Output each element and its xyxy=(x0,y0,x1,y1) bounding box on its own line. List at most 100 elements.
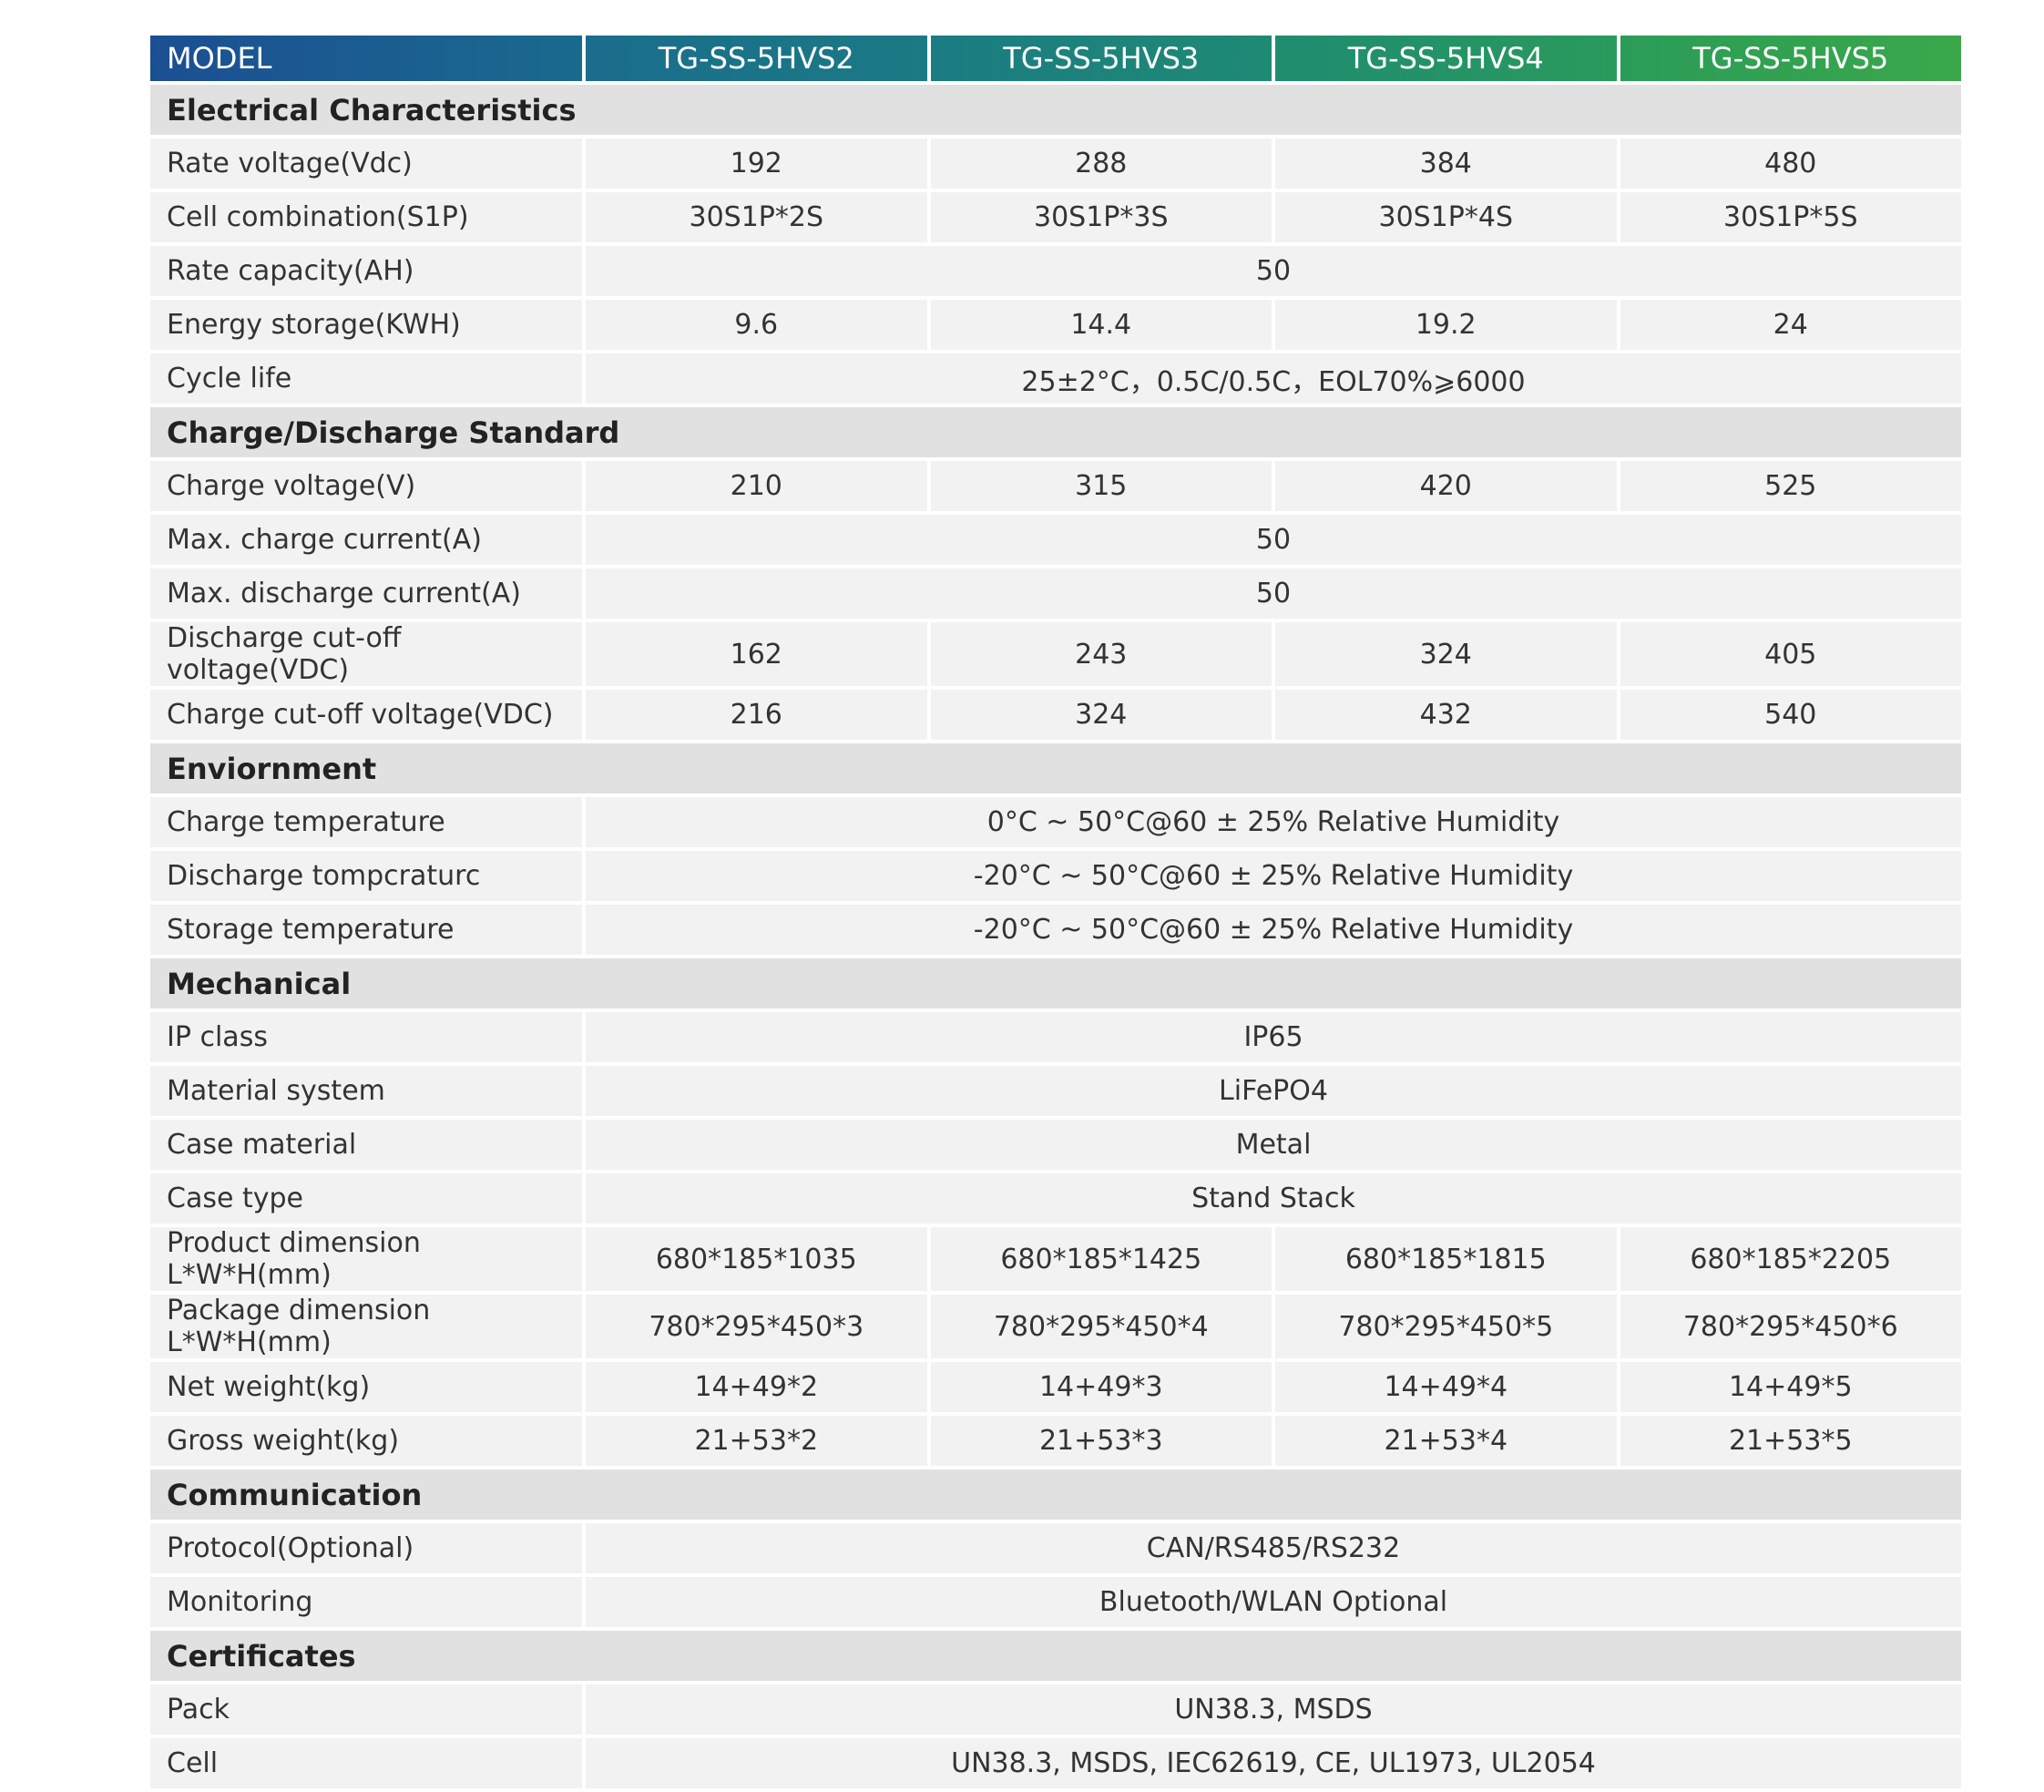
row-value: 14.4 xyxy=(930,300,1275,353)
table-row: Rate capacity(AH) 50 xyxy=(150,246,1965,300)
row-value: 288 xyxy=(930,138,1275,192)
table-row: Cycle life 25±2°C，0.5C/0.5C，EOL70%⩾6000 xyxy=(150,353,1965,407)
row-value: 14+49*3 xyxy=(930,1362,1275,1416)
table-row: Energy storage(KWH) 9.6 14.4 19.2 24 xyxy=(150,300,1965,353)
row-value: 780*295*450*6 xyxy=(1620,1295,1965,1362)
table-row: Package dimension L*W*H(mm) 780*295*450*3… xyxy=(150,1295,1965,1362)
row-label: Cell xyxy=(150,1738,586,1792)
row-value: 216 xyxy=(586,690,931,743)
table-row: Discharge cut-off voltage(VDC) 162 243 324 4… xyxy=(150,622,1965,690)
row-label: Charge temperature xyxy=(150,797,586,851)
section-title: Mechanical xyxy=(150,958,1965,1012)
row-label: Max. charge current(A) xyxy=(150,515,586,568)
row-value: 9.6 xyxy=(586,300,931,353)
section-title: Enviornment xyxy=(150,743,1965,797)
row-label: Product dimension L*W*H(mm) xyxy=(150,1227,586,1295)
row-value: 14+49*4 xyxy=(1275,1362,1620,1416)
row-value: UN38.3, MSDS, IEC62619, CE, UL1973, UL20… xyxy=(586,1738,1965,1792)
row-value: 0°C ~ 50°C@60 ± 25% Relative Humidity xyxy=(586,797,1965,851)
section-title: Communication xyxy=(150,1469,1965,1523)
row-value: LiFePO4 xyxy=(586,1066,1965,1120)
row-label: Material system xyxy=(150,1066,586,1120)
row-value: 30S1P*2S xyxy=(586,192,931,246)
row-value: 780*295*450*3 xyxy=(586,1295,931,1362)
header-cell: MODEL xyxy=(150,36,586,85)
row-value: Metal xyxy=(586,1120,1965,1173)
row-value: Stand Stack xyxy=(586,1173,1965,1227)
header-cell: TG-SS-5HVS4 xyxy=(1275,36,1620,85)
row-label: Cell combination(S1P) xyxy=(150,192,586,246)
row-value: Bluetooth/WLAN Optional xyxy=(586,1577,1965,1631)
row-value: 192 xyxy=(586,138,931,192)
row-value: 324 xyxy=(1275,622,1620,690)
page: {"header": {"model_label": "MODEL", "mod… xyxy=(150,36,1965,1792)
row-value: UN38.3, MSDS xyxy=(586,1684,1965,1738)
row-value: 780*295*450*4 xyxy=(930,1295,1275,1362)
row-value: 50 xyxy=(586,246,1965,300)
section-title: Charge/Discharge Standard xyxy=(150,407,1965,461)
row-label: Gross weight(kg) xyxy=(150,1416,586,1469)
row-value: 680*185*1425 xyxy=(930,1227,1275,1295)
row-value: 21+53*4 xyxy=(1275,1416,1620,1469)
row-value: 432 xyxy=(1275,690,1620,743)
row-value: -20°C ~ 50°C@60 ± 25% Relative Humidity xyxy=(586,905,1965,958)
row-value: 405 xyxy=(1620,622,1965,690)
row-label: Storage temperature xyxy=(150,905,586,958)
section-title: Certificates xyxy=(150,1631,1965,1684)
table-row: Max. charge current(A) 50 xyxy=(150,515,1965,568)
row-label: IP class xyxy=(150,1012,586,1066)
row-value: 384 xyxy=(1275,138,1620,192)
row-value: 14+49*2 xyxy=(586,1362,931,1416)
row-value: 243 xyxy=(930,622,1275,690)
table-row: Product dimension L*W*H(mm) 680*185*1035 6… xyxy=(150,1227,1965,1295)
row-label: Case type xyxy=(150,1173,586,1227)
row-value: 680*185*1815 xyxy=(1275,1227,1620,1295)
row-value: 324 xyxy=(930,690,1275,743)
header-cell: TG-SS-5HVS2 xyxy=(586,36,931,85)
table-row: Charge voltage(V) 210 315 420 525 xyxy=(150,461,1965,515)
table-row: Protocol(Optional) CAN/RS485/RS232 xyxy=(150,1523,1965,1577)
spec-table: MODEL TG-SS-5HVS2 TG-SS-5HVS3 TG-SS-5HVS4 TG… xyxy=(150,36,1965,1792)
table-row: Charge/Discharge Standard xyxy=(150,407,1965,461)
row-value: 680*185*2205 xyxy=(1620,1227,1965,1295)
row-value: CAN/RS485/RS232 xyxy=(586,1523,1965,1577)
section-title: Electrical Characteristics xyxy=(150,85,1965,138)
row-label: Monitoring xyxy=(150,1577,586,1631)
table-row: Cell combination(S1P) 30S1P*2S 30S1P*3S 30S… xyxy=(150,192,1965,246)
row-label: Package dimension L*W*H(mm) xyxy=(150,1295,586,1362)
row-value: 25±2°C，0.5C/0.5C，EOL70%⩾6000 xyxy=(586,353,1965,407)
row-value: 525 xyxy=(1620,461,1965,515)
row-value: 50 xyxy=(586,515,1965,568)
row-label: Pack xyxy=(150,1684,586,1738)
row-label: Discharge tompcraturc xyxy=(150,851,586,905)
row-value: 21+53*5 xyxy=(1620,1416,1965,1469)
row-label: Protocol(Optional) xyxy=(150,1523,586,1577)
table-row: Mechanical xyxy=(150,958,1965,1012)
row-label: Max. discharge current(A) xyxy=(150,568,586,622)
row-value: -20°C ~ 50°C@60 ± 25% Relative Humidity xyxy=(586,851,1965,905)
table-row: Max. discharge current(A) 50 xyxy=(150,568,1965,622)
table-row: Case material Metal xyxy=(150,1120,1965,1173)
row-value: 30S1P*5S xyxy=(1620,192,1965,246)
table-row: Charge cut-off voltage(VDC) 216 324 432 540 xyxy=(150,690,1965,743)
table-row: Enviornment xyxy=(150,743,1965,797)
table-row: Rate voltage(Vdc) 192 288 384 480 xyxy=(150,138,1965,192)
table-row: Discharge tompcraturc -20°C ~ 50°C@60 ± 2… xyxy=(150,851,1965,905)
table-row: Electrical Characteristics xyxy=(150,85,1965,138)
row-value: 14+49*5 xyxy=(1620,1362,1965,1416)
row-value: IP65 xyxy=(586,1012,1965,1066)
row-value: 540 xyxy=(1620,690,1965,743)
row-value: 50 xyxy=(586,568,1965,622)
table-row: Storage temperature -20°C ~ 50°C@60 ± 25%… xyxy=(150,905,1965,958)
table-row: IP class IP65 xyxy=(150,1012,1965,1066)
table-row: MODEL TG-SS-5HVS2 TG-SS-5HVS3 TG-SS-5HVS4 TG… xyxy=(150,36,1965,85)
table-row: Net weight(kg) 14+49*2 14+49*3 14+49*4 14+49… xyxy=(150,1362,1965,1416)
table-row: Certificates xyxy=(150,1631,1965,1684)
table-row: Monitoring Bluetooth/WLAN Optional xyxy=(150,1577,1965,1631)
table-row: Charge temperature 0°C ~ 50°C@60 ± 25% Re… xyxy=(150,797,1965,851)
row-label: Cycle life xyxy=(150,353,586,407)
row-value: 19.2 xyxy=(1275,300,1620,353)
table-row: Material system LiFePO4 xyxy=(150,1066,1965,1120)
row-value: 30S1P*4S xyxy=(1275,192,1620,246)
row-value: 315 xyxy=(930,461,1275,515)
